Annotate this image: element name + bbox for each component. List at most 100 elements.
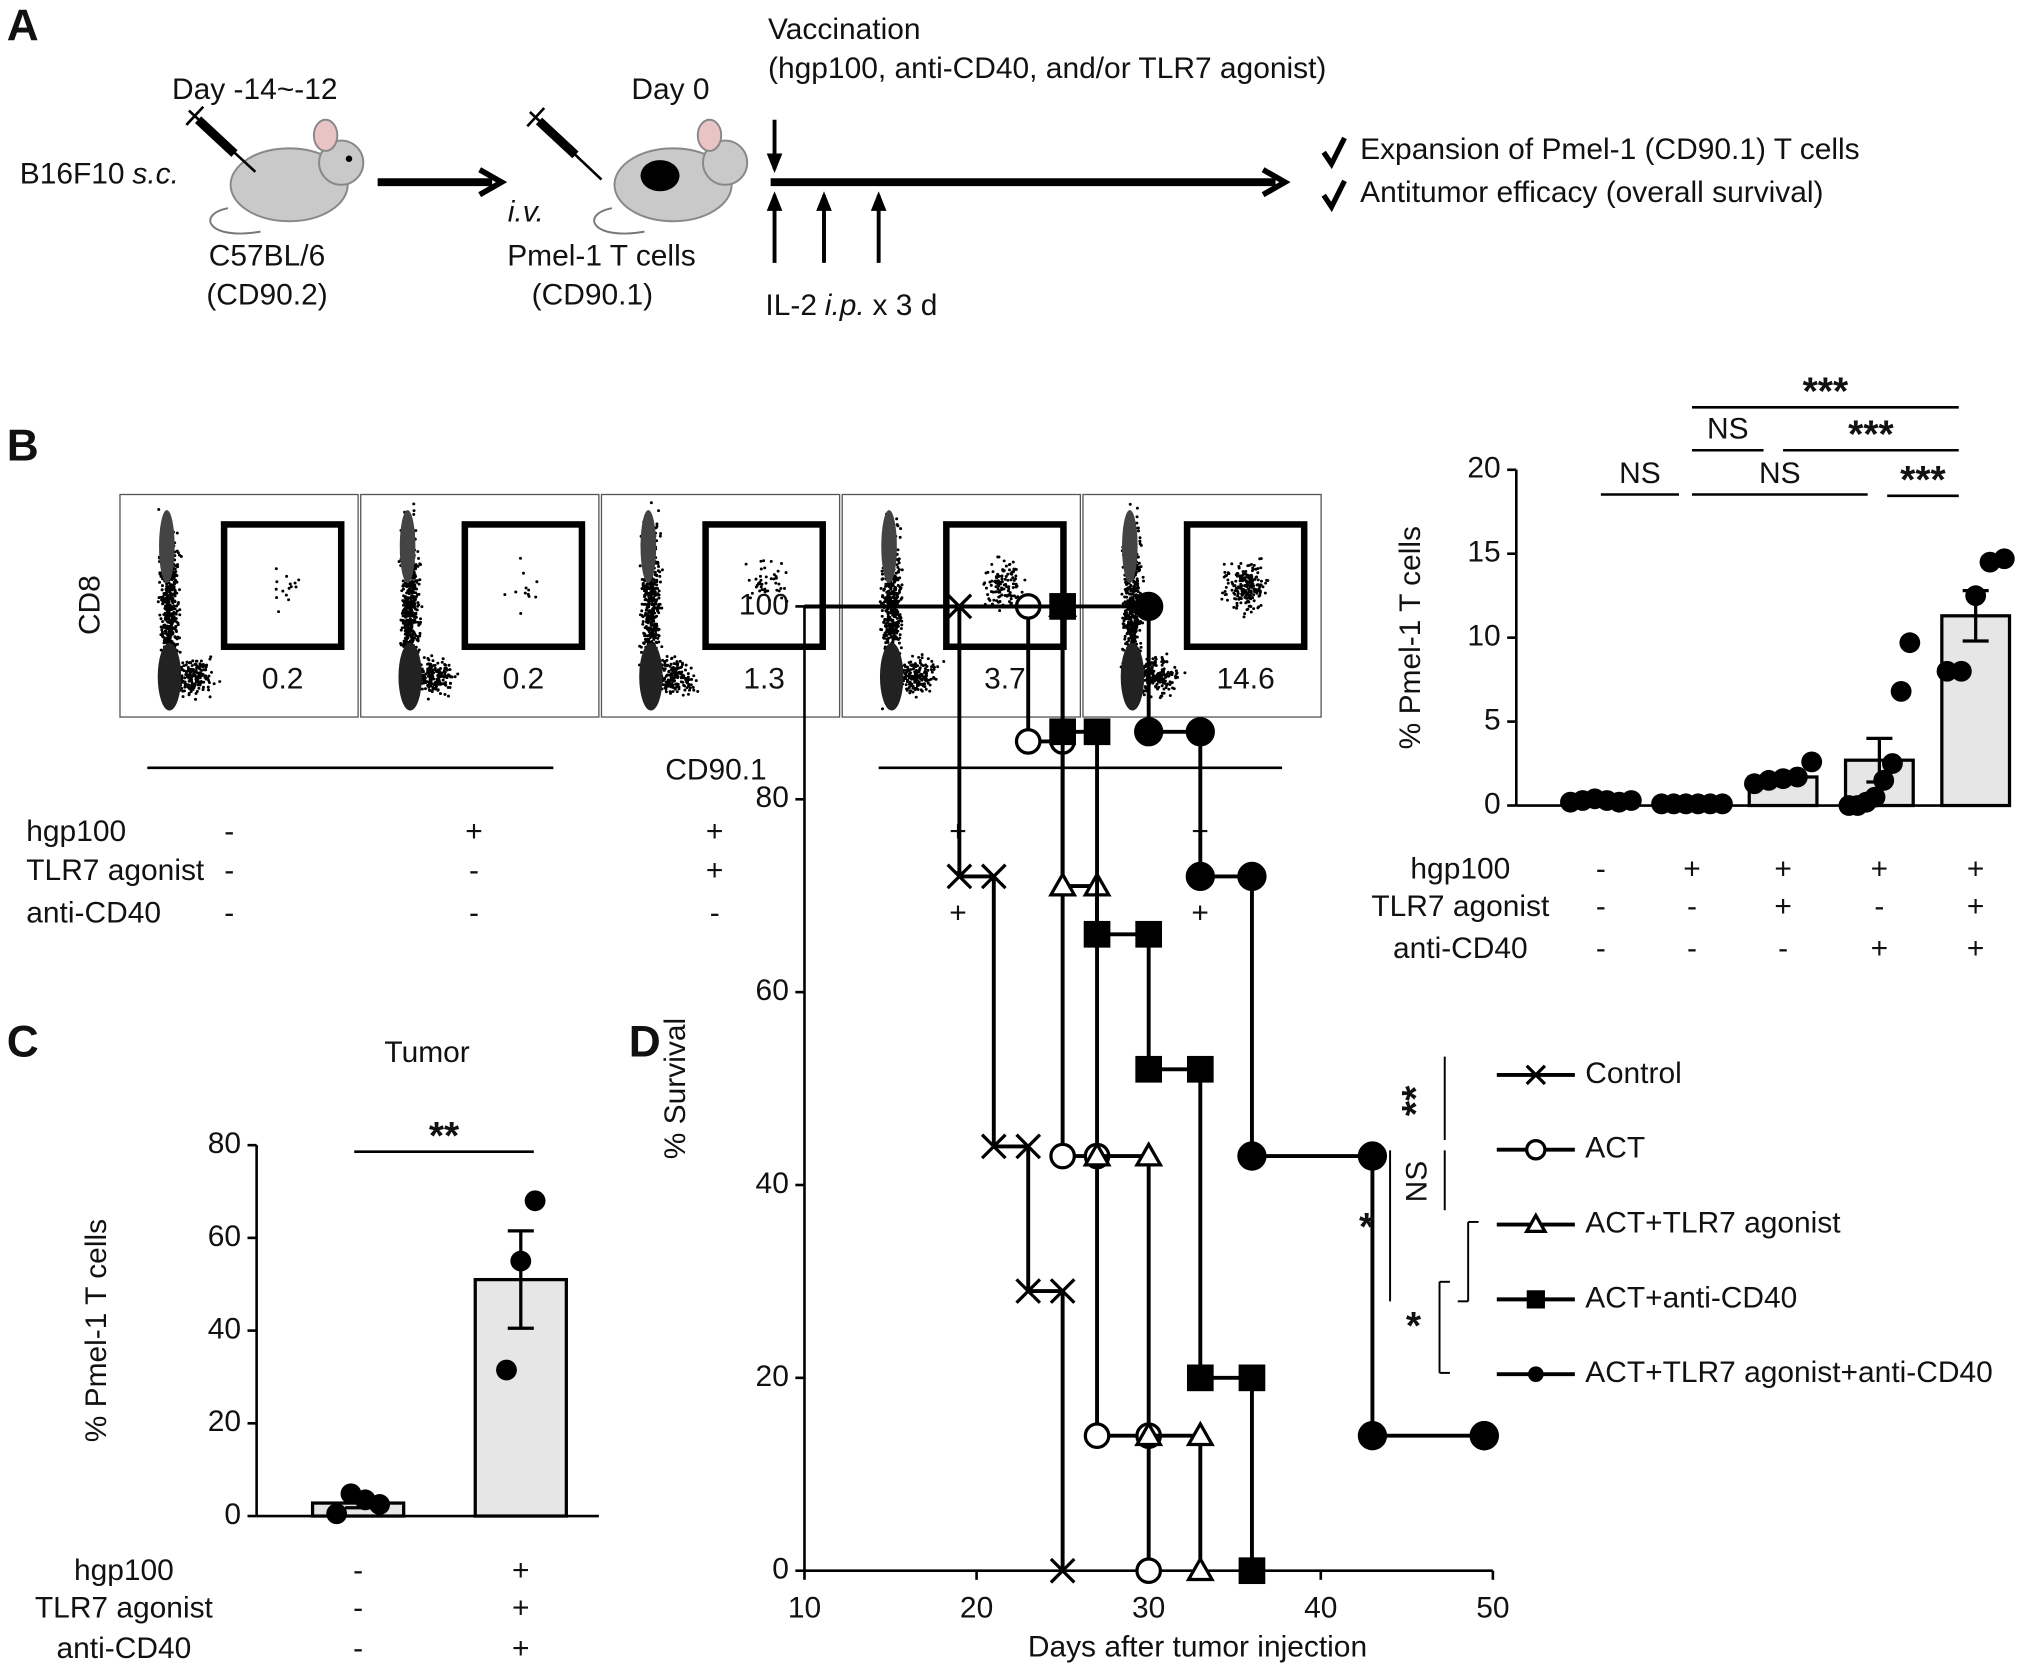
condition-label: anti-CD40: [1393, 932, 1528, 965]
panel-label: B: [7, 422, 39, 471]
y-tick-label: 0: [224, 1498, 241, 1531]
gate-value: 0.2: [262, 663, 304, 696]
axis-label: % Pmel-1 T cells: [80, 1219, 113, 1442]
marker: [1186, 1055, 1214, 1083]
legend-label: Control: [1585, 1057, 1681, 1090]
legend-marker: [1526, 1290, 1545, 1309]
condition-sign: -: [469, 854, 479, 887]
readout: Expansion of Pmel-1 (CD90.1) T cells: [1360, 133, 1859, 166]
data-point: [524, 1190, 546, 1212]
y-tick-label: 40: [208, 1313, 241, 1346]
marker: [1135, 1055, 1163, 1083]
condition-sign: -: [353, 1554, 363, 1587]
condition-sign: +: [512, 1554, 529, 1587]
flow-density: [399, 510, 416, 583]
data-point: [1620, 790, 1642, 811]
data-point: [1950, 660, 1972, 682]
flow-gate: [702, 521, 826, 651]
significance-label: ***: [1848, 414, 1894, 457]
label-part: IL-2: [765, 289, 817, 322]
y-tick-label: 20: [1467, 452, 1500, 485]
y-tick-label: 20: [208, 1405, 241, 1438]
syringe-icon: [185, 105, 257, 173]
schema-label: Day -14~-12: [172, 73, 337, 106]
marker: [1134, 1141, 1164, 1167]
legend-marker: [1525, 1064, 1547, 1086]
condition-label: TLR7 agonist: [1371, 890, 1550, 923]
condition-sign: -: [224, 854, 234, 887]
legend-label: ACT+anti-CD40: [1585, 1281, 1797, 1314]
marker: [1185, 1555, 1215, 1582]
condition-sign: +: [512, 1632, 529, 1665]
marker: [1135, 920, 1163, 948]
significance-label: **: [429, 1115, 460, 1158]
significance-label: ***: [1900, 459, 1946, 502]
marker: [1048, 871, 1078, 897]
gate-value: 0.2: [503, 663, 545, 696]
marker: [1469, 1421, 1499, 1451]
data-point: [496, 1359, 517, 1381]
check-icon: [1321, 179, 1347, 213]
y-tick-label: 80: [208, 1127, 241, 1160]
schema-label: (hgp100, anti-CD40, and/or TLR7 agonist): [768, 52, 1326, 85]
y-tick-label: 20: [756, 1360, 789, 1393]
marker: [1357, 1141, 1388, 1171]
panel-label: A: [7, 1, 39, 50]
schema-label: IL-2 i.p. x 3 d: [765, 289, 937, 322]
significance-label: ***: [1803, 371, 1849, 414]
flow-density: [157, 642, 182, 711]
panel-label: C: [7, 1018, 39, 1067]
marker: [1186, 1364, 1214, 1392]
label-part: i.p.: [825, 289, 865, 322]
significance-label: NS: [1401, 1161, 1434, 1203]
condition-sign: -: [1596, 932, 1606, 965]
marker: [1134, 591, 1164, 622]
label-part: s.c.: [132, 158, 179, 191]
condition-sign: +: [706, 854, 723, 887]
significance-label: *: [1359, 1206, 1375, 1249]
condition-sign: -: [353, 1592, 363, 1625]
flow-plot-frame: [360, 493, 600, 718]
gate-value: 14.6: [1217, 663, 1275, 696]
marker: [1082, 1141, 1112, 1167]
x-tick-label: 10: [788, 1592, 821, 1625]
marker: [1238, 1557, 1266, 1585]
schema-label: B16F10 s.c.: [20, 158, 179, 191]
condition-label: anti-CD40: [57, 1632, 192, 1665]
condition-label: TLR7 agonist: [35, 1592, 214, 1625]
readout: Antitumor efficacy (overall survival): [1360, 176, 1823, 209]
y-tick-label: 0: [772, 1553, 789, 1586]
chart-title: Tumor: [384, 1036, 469, 1069]
marker: [1237, 861, 1267, 892]
schema-label: (CD90.2): [206, 279, 327, 312]
condition-sign: +: [1683, 852, 1700, 885]
axis-label: CD90.1: [665, 754, 766, 787]
y-tick-label: 0: [1484, 787, 1501, 820]
condition-sign: +: [1967, 890, 1984, 923]
y-tick-label: 80: [756, 781, 789, 814]
legend-label: ACT+TLR7 agonist: [1585, 1206, 1841, 1239]
marker: [1237, 1141, 1267, 1171]
data-point: [510, 1250, 532, 1272]
marker: [946, 863, 973, 890]
legend-marker: [1525, 1138, 1547, 1161]
data-point: [326, 1503, 348, 1525]
axis-label: Days after tumor injection: [1028, 1631, 1367, 1664]
legend-marker: [1525, 1138, 1547, 1161]
y-tick-label: 40: [756, 1167, 789, 1200]
marker: [980, 863, 1007, 890]
label-part: x 3 d: [873, 289, 938, 322]
marker: [1185, 1420, 1215, 1447]
flow-density: [640, 510, 657, 583]
condition-sign: -: [1778, 932, 1788, 965]
condition-sign: -: [1596, 852, 1606, 885]
flow-gate: [220, 521, 345, 651]
significance-label: NS: [1759, 457, 1801, 490]
axis-label: % Survival: [659, 1018, 692, 1159]
y-tick-label: 60: [756, 974, 789, 1007]
condition-label: hgp100: [1410, 852, 1510, 885]
flow-density: [398, 642, 422, 711]
marker: [1049, 718, 1076, 746]
flow-density: [1120, 642, 1145, 711]
significance-label: NS: [1707, 413, 1749, 446]
